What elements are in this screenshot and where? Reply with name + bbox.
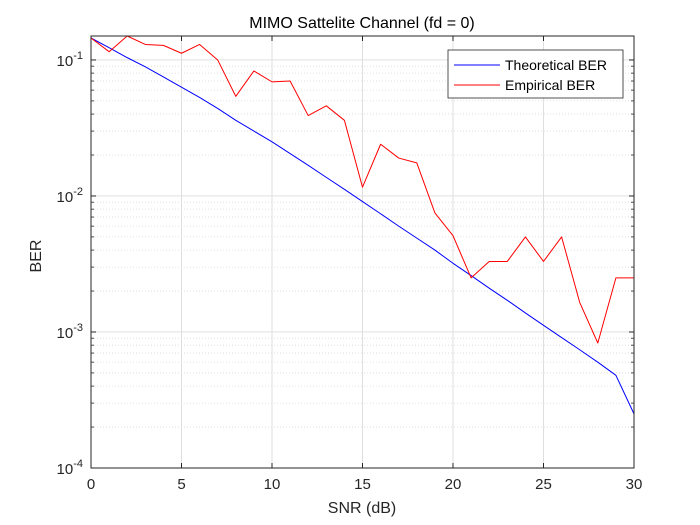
x-tick-label: 10	[264, 476, 281, 493]
series-line-1	[90, 35, 634, 344]
x-tick-label: 15	[354, 476, 371, 493]
y-tick-label: 10-3	[57, 322, 83, 342]
x-tick-label: 30	[626, 476, 643, 493]
y-tick-label: 10-2	[57, 186, 83, 206]
plot-area: 0 5 10 15 20 25 30 10-1 10-2 10-3 10-4 Theoretical …	[57, 35, 643, 493]
y-tick-label: 10-4	[57, 458, 83, 478]
legend-label-0: Theoretical BER	[505, 57, 607, 73]
x-axis-label: SNR (dB)	[328, 500, 396, 517]
x-tick-label: 0	[87, 476, 95, 493]
y-axis-label: BER	[28, 240, 45, 273]
x-tick-label: 25	[535, 476, 552, 493]
y-tick-label: 10-1	[57, 50, 83, 70]
legend: Theoretical BER Empirical BER	[447, 49, 624, 99]
grid	[90, 36, 635, 469]
x-tick-label: 5	[177, 476, 185, 493]
chart-title: MIMO Sattelite Channel (fd = 0)	[249, 15, 474, 32]
legend-box	[447, 49, 624, 99]
legend-label-1: Empirical BER	[505, 77, 595, 93]
series-line-0	[90, 37, 635, 415]
x-tick-label: 20	[445, 476, 462, 493]
